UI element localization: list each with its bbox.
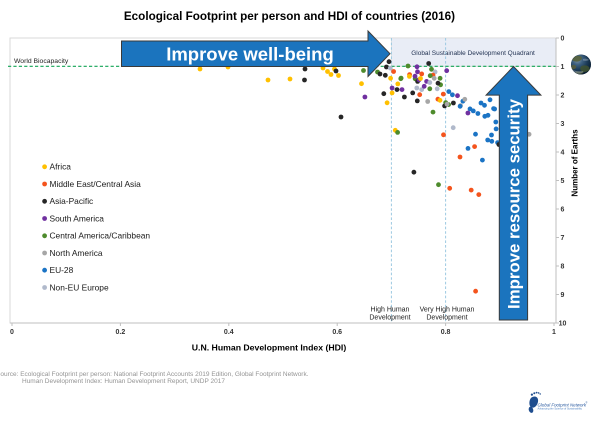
svg-text:Advancing the Science of Susta: Advancing the Science of Sustainability: [538, 407, 583, 411]
svg-text:Non-EU Europe: Non-EU Europe: [50, 282, 109, 292]
svg-text:Global Sustainable Development: Global Sustainable Development Quadrant: [411, 50, 535, 57]
svg-text:0.2: 0.2: [116, 329, 126, 336]
svg-text:1: 1: [552, 329, 556, 336]
svg-text:Asia-Pacific: Asia-Pacific: [50, 196, 94, 206]
svg-text:North America: North America: [50, 248, 103, 258]
svg-text:3: 3: [561, 121, 565, 128]
svg-text:6: 6: [561, 207, 565, 214]
svg-text:7: 7: [561, 235, 565, 242]
svg-text:High Human: High Human: [371, 306, 410, 313]
svg-text:0.6: 0.6: [332, 329, 342, 336]
svg-text:Africa: Africa: [50, 162, 72, 172]
svg-text:5: 5: [561, 178, 565, 185]
svg-text:Improve well-being: Improve well-being: [166, 44, 334, 65]
svg-text:Very High Human: Very High Human: [420, 306, 475, 313]
svg-text:World Biocapacity: World Biocapacity: [14, 58, 69, 65]
svg-text:0: 0: [561, 36, 565, 43]
svg-text:1: 1: [561, 64, 565, 71]
svg-text:Development: Development: [426, 315, 467, 322]
svg-text:Human Development Index: Human: Human Development Index: Human Developme…: [22, 378, 225, 385]
svg-text:Number of Earths: Number of Earths: [571, 129, 580, 197]
svg-text:®: ®: [586, 401, 588, 405]
svg-text:0: 0: [10, 329, 14, 336]
svg-text:South America: South America: [50, 213, 105, 223]
svg-text:8: 8: [561, 264, 565, 271]
svg-text:Global Footprint Network: Global Footprint Network: [538, 402, 587, 407]
svg-text:Middle East/Central Asia: Middle East/Central Asia: [50, 179, 142, 189]
svg-text:0.8: 0.8: [441, 329, 451, 336]
svg-text:EU-28: EU-28: [50, 265, 74, 275]
svg-text:Source: Ecological Footprint p: Source: Ecological Footprint per person:…: [0, 371, 309, 378]
svg-text:U.N. Human Development Index: U.N. Human Development Index (HDI): [192, 343, 347, 353]
svg-text:Improve resource security: Improve resource security: [505, 98, 524, 309]
svg-text:2: 2: [561, 93, 565, 100]
svg-text:Development: Development: [369, 315, 410, 322]
svg-text:9: 9: [561, 292, 565, 299]
svg-text:0.4: 0.4: [224, 329, 234, 336]
svg-text:10: 10: [559, 321, 567, 328]
svg-text:4: 4: [561, 150, 565, 157]
svg-text:Central America/Caribbean: Central America/Caribbean: [50, 231, 151, 241]
svg-text:Ecological Footprint per perso: Ecological Footprint per person and HDI …: [124, 10, 455, 23]
